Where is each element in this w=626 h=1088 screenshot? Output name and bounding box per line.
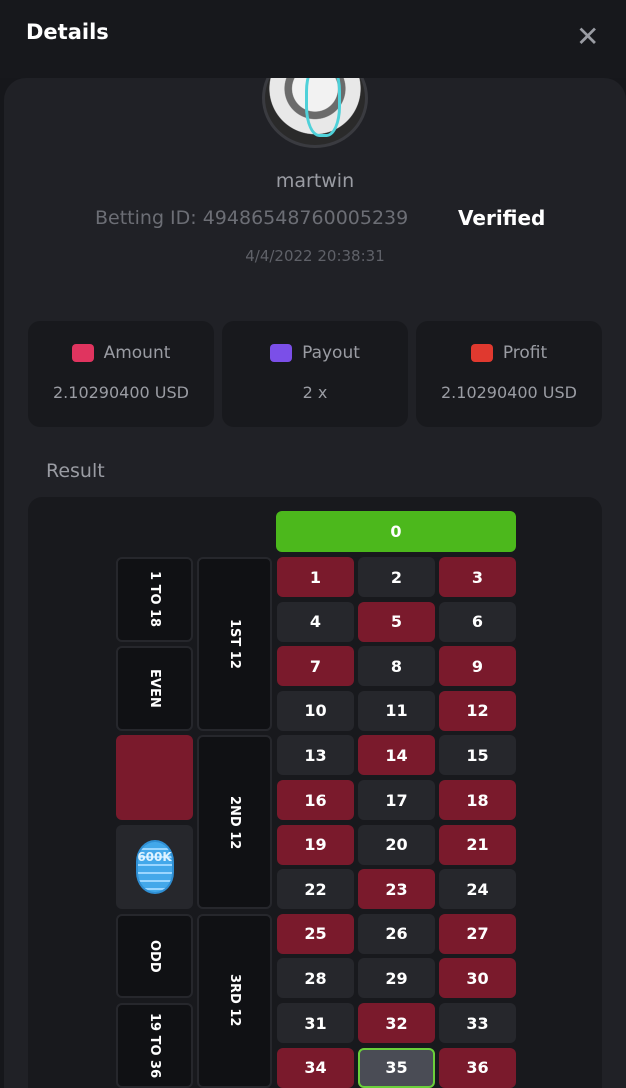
- number-cell-24[interactable]: 24: [439, 869, 516, 910]
- outside-bet-5[interactable]: 19 TO 36: [116, 1003, 193, 1088]
- number-cell-31[interactable]: 31: [277, 1003, 354, 1043]
- stat-value: 2 x: [302, 383, 328, 402]
- stat-card-profit: Profit 2.10290400 USD: [416, 321, 602, 427]
- number-cell-25[interactable]: 25: [277, 913, 354, 954]
- outside-bet-1[interactable]: EVEN: [116, 646, 193, 731]
- number-cell-27[interactable]: 27: [439, 913, 516, 954]
- close-icon[interactable]: ✕: [576, 20, 600, 53]
- bet-date: 4/4/2022 20:38:31: [245, 247, 385, 265]
- dozen-1[interactable]: 1ST 12: [197, 557, 272, 731]
- stat-card-payout: Payout 2 x: [222, 321, 408, 427]
- number-cell-26[interactable]: 26: [358, 913, 435, 954]
- number-cell-13[interactable]: 13: [277, 735, 354, 776]
- number-cell-28[interactable]: 28: [277, 958, 354, 999]
- stat-card-amount: Amount 2.10290400 USD: [28, 321, 214, 427]
- number-cell-3[interactable]: 3: [439, 557, 516, 597]
- dozen-3[interactable]: 3RD 12: [197, 913, 272, 1088]
- cell-label: 3RD 12: [227, 974, 242, 1027]
- number-cell-21[interactable]: 21: [439, 824, 516, 865]
- page-title: Details: [26, 20, 109, 44]
- number-cell-16[interactable]: 16: [277, 780, 354, 820]
- number-cell-5[interactable]: 5: [358, 601, 435, 642]
- outside-bet-4[interactable]: ODD: [116, 913, 193, 999]
- betting-id: Betting ID: 49486548760005239: [95, 207, 409, 229]
- number-cell-17[interactable]: 17: [358, 780, 435, 820]
- header: Details ✕: [0, 0, 626, 78]
- red-bet-cell[interactable]: [116, 735, 193, 820]
- number-cell-33[interactable]: 33: [439, 1003, 516, 1043]
- number-cell-18[interactable]: 18: [439, 780, 516, 820]
- result-label: Result: [46, 460, 105, 482]
- number-cell-9[interactable]: 9: [439, 646, 516, 687]
- number-cell-12[interactable]: 12: [439, 690, 516, 731]
- number-cell-19[interactable]: 19: [277, 824, 354, 865]
- number-cell-20[interactable]: 20: [358, 824, 435, 865]
- stat-label: Payout: [302, 343, 360, 363]
- chip-icon: 600K: [135, 839, 174, 894]
- username: martwin: [275, 170, 355, 192]
- wallet-icon: [270, 344, 293, 362]
- number-cell-7[interactable]: 7: [277, 646, 354, 687]
- coins-icon: [71, 344, 94, 362]
- stat-label: Profit: [502, 343, 548, 363]
- number-cell-29[interactable]: 29: [358, 958, 435, 999]
- number-cell-2[interactable]: 2: [358, 557, 435, 597]
- number-cell-32[interactable]: 32: [358, 1003, 435, 1043]
- stat-label: Amount: [103, 343, 171, 363]
- cell-label: EVEN: [147, 669, 162, 708]
- hand-money-icon: [470, 344, 493, 362]
- roulette-board: 0 1 2 3 4 5 6 7 8 9 10 11 12 13 14 15 16 17 18 19 20 21 22 23 24…: [28, 497, 602, 1088]
- number-cell-1[interactable]: 1: [277, 557, 354, 597]
- number-cell-8[interactable]: 8: [358, 646, 435, 687]
- number-cell-23[interactable]: 23: [358, 869, 435, 910]
- verified-badge[interactable]: Verified: [458, 206, 546, 230]
- number-cell-4[interactable]: 4: [277, 601, 354, 642]
- dozen-2[interactable]: 2ND 12: [197, 735, 272, 910]
- cell-label: ODD: [147, 939, 162, 973]
- stat-value: 2.10290400 USD: [441, 383, 577, 402]
- number-cell-11[interactable]: 11: [358, 690, 435, 731]
- zero-cell[interactable]: 0: [276, 511, 516, 552]
- number-cell-10[interactable]: 10: [277, 690, 354, 731]
- black-bet-cell[interactable]: 600K: [116, 824, 193, 910]
- number-cell-35[interactable]: 35: [358, 1047, 435, 1088]
- number-cell-22[interactable]: 22: [277, 869, 354, 910]
- number-cell-14[interactable]: 14: [358, 735, 435, 776]
- outside-bet-0[interactable]: 1 TO 18: [116, 557, 193, 642]
- chip-label: 600K: [137, 849, 172, 864]
- details-panel: martwin Betting ID: 49486548760005239 Ve…: [4, 48, 626, 1088]
- cell-label: 1 TO 18: [147, 571, 162, 628]
- cell-label: 19 TO 36: [147, 1012, 162, 1078]
- number-cell-6[interactable]: 6: [439, 601, 516, 642]
- cell-label: 1ST 12: [227, 618, 242, 669]
- stat-value: 2.10290400 USD: [53, 383, 189, 402]
- number-cell-36[interactable]: 36: [439, 1047, 516, 1088]
- number-cell-15[interactable]: 15: [439, 735, 516, 776]
- cell-label: 0: [390, 522, 402, 541]
- number-cell-30[interactable]: 30: [439, 958, 516, 999]
- number-cell-34[interactable]: 34: [277, 1047, 354, 1088]
- cell-label: 2ND 12: [227, 795, 242, 849]
